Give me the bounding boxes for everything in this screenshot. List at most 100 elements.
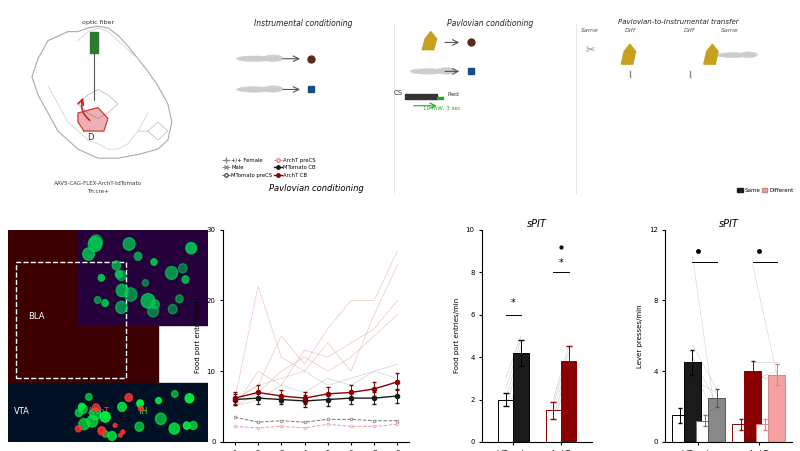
Bar (8, 382, 208, 442)
Circle shape (169, 423, 179, 434)
Legend: Same, Different: Same, Different (735, 186, 795, 195)
Text: Same: Same (581, 28, 599, 32)
Circle shape (121, 430, 125, 434)
Text: VTA: VTA (14, 407, 30, 416)
Bar (769, 375, 786, 442)
Text: Pavlovian conditioning: Pavlovian conditioning (447, 19, 534, 28)
Circle shape (137, 400, 143, 407)
Text: AAV5-CAG-FLEX-ArchT-tdTomato: AAV5-CAG-FLEX-ArchT-tdTomato (54, 181, 142, 186)
Circle shape (98, 427, 106, 435)
Title: sPIT: sPIT (718, 219, 738, 229)
Circle shape (100, 412, 110, 422)
Text: optic fiber: optic fiber (82, 20, 114, 25)
Ellipse shape (717, 53, 748, 58)
Circle shape (102, 299, 108, 307)
Circle shape (108, 432, 116, 440)
Circle shape (155, 413, 166, 424)
Legend: +/+ Female, Male, MTomato preCS, ArchT preCS, MTomato CB, ArchT CB: +/+ Female, Male, MTomato preCS, ArchT p… (219, 156, 318, 180)
Circle shape (79, 419, 90, 430)
Circle shape (82, 248, 94, 260)
Circle shape (75, 409, 82, 417)
Circle shape (138, 406, 143, 411)
Bar (498, 400, 514, 442)
Circle shape (263, 86, 283, 92)
Circle shape (116, 284, 128, 297)
Text: Instrumental conditioning: Instrumental conditioning (254, 19, 352, 28)
Circle shape (186, 243, 197, 254)
Circle shape (93, 404, 99, 411)
Bar (437, 97, 443, 99)
Circle shape (125, 394, 133, 401)
Text: Same: Same (721, 28, 738, 32)
Bar (757, 424, 774, 442)
Text: D: D (87, 133, 94, 142)
Polygon shape (704, 44, 718, 64)
Circle shape (151, 300, 159, 308)
Circle shape (151, 259, 157, 265)
Circle shape (75, 426, 82, 432)
Circle shape (102, 431, 109, 437)
Text: BLA: BLA (28, 312, 45, 321)
Bar (684, 363, 701, 442)
Bar (672, 415, 689, 442)
Circle shape (87, 415, 98, 427)
Text: Th:cre+: Th:cre+ (87, 189, 109, 193)
Bar (90, 32, 98, 53)
Circle shape (183, 422, 190, 429)
Circle shape (190, 421, 197, 429)
Ellipse shape (237, 87, 272, 92)
Y-axis label: Lever presses/min: Lever presses/min (638, 304, 643, 368)
Circle shape (437, 68, 457, 74)
Circle shape (78, 403, 85, 410)
Y-axis label: Food port entries/min: Food port entries/min (454, 298, 460, 373)
Bar (561, 361, 576, 442)
Circle shape (148, 305, 158, 317)
Text: 10 mW, 3 sec: 10 mW, 3 sec (423, 106, 461, 110)
Text: Pavlovian-to-Instrumental transfer: Pavlovian-to-Instrumental transfer (618, 19, 738, 25)
Bar (744, 371, 762, 442)
Circle shape (118, 433, 122, 437)
Circle shape (112, 261, 121, 270)
Text: *: * (511, 298, 516, 308)
Circle shape (134, 252, 142, 260)
Circle shape (117, 271, 126, 281)
Text: Diff: Diff (684, 28, 695, 32)
Circle shape (98, 275, 105, 281)
Title: Pavlovian conditioning: Pavlovian conditioning (269, 184, 363, 193)
Circle shape (86, 394, 92, 400)
Bar (406, 94, 437, 98)
Circle shape (113, 423, 117, 427)
Circle shape (141, 294, 155, 308)
Circle shape (263, 55, 283, 61)
Circle shape (118, 402, 126, 411)
Text: ✂: ✂ (586, 45, 594, 55)
Circle shape (176, 295, 183, 303)
Y-axis label: Food port entries/min: Food port entries/min (195, 298, 201, 373)
Circle shape (90, 408, 101, 420)
Bar (78, 230, 208, 325)
Polygon shape (78, 107, 108, 131)
Ellipse shape (237, 56, 272, 61)
Circle shape (142, 280, 149, 286)
Text: ArchT: ArchT (88, 407, 110, 416)
Circle shape (172, 391, 178, 397)
Ellipse shape (410, 69, 446, 74)
Text: TH: TH (138, 407, 148, 416)
Circle shape (124, 288, 137, 301)
Bar (546, 410, 561, 442)
Bar (8, 230, 158, 389)
Circle shape (168, 304, 177, 314)
Bar (696, 421, 713, 442)
Circle shape (185, 394, 194, 403)
Circle shape (166, 267, 178, 279)
Circle shape (123, 238, 135, 250)
Circle shape (78, 404, 87, 414)
Text: CS: CS (394, 90, 402, 96)
Title: sPIT: sPIT (527, 219, 547, 229)
Circle shape (182, 276, 189, 283)
Circle shape (115, 271, 122, 278)
Circle shape (116, 301, 127, 313)
Circle shape (135, 422, 144, 431)
Bar (16, 262, 126, 378)
Polygon shape (422, 32, 437, 50)
